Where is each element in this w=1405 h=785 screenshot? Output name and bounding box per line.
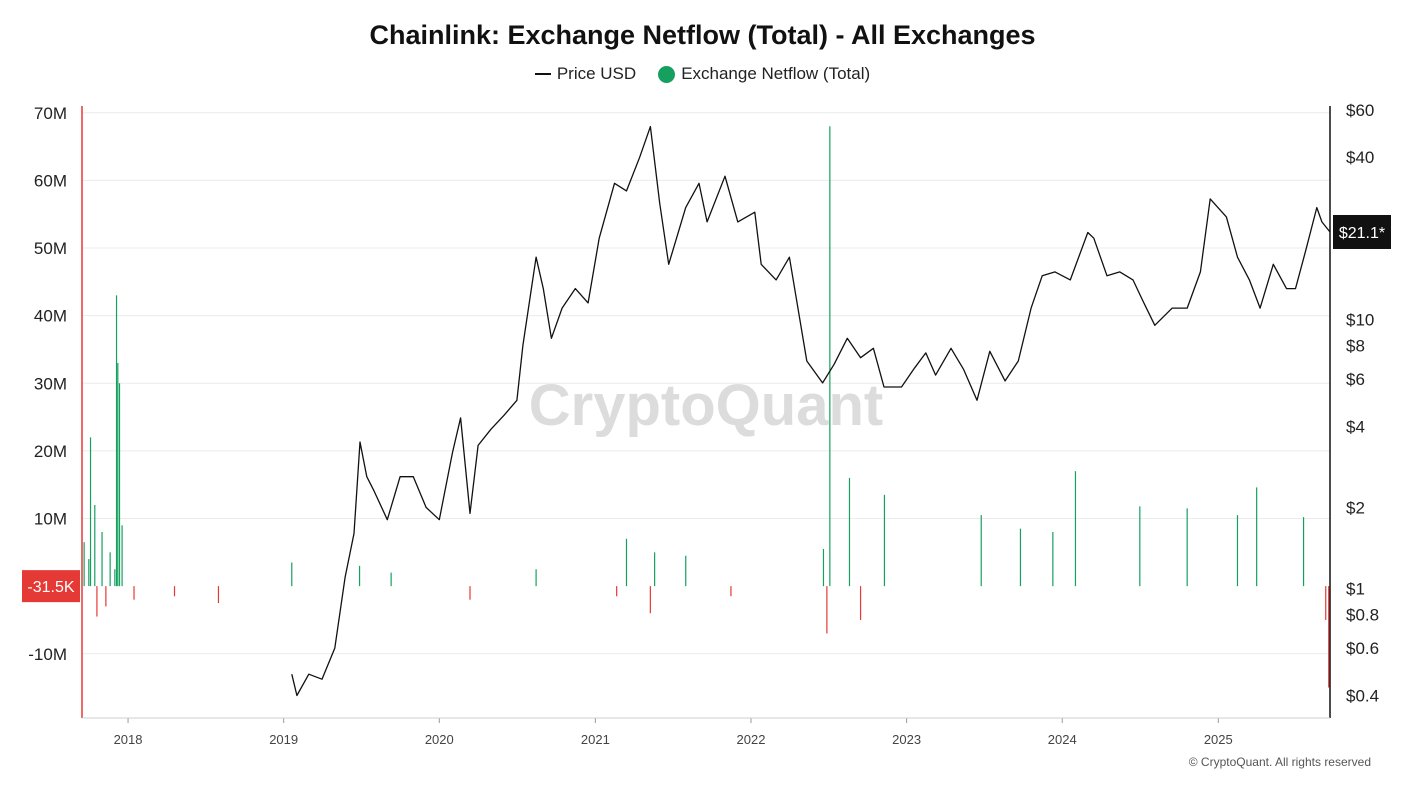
right-axis-tick: $1 [1346,579,1365,598]
x-axis-tick: 2024 [1048,732,1077,747]
copyright-notice: © CryptoQuant. All rights reserved [1188,755,1371,769]
right-axis-tick: $6 [1346,370,1365,389]
x-axis-tick: 2018 [114,732,143,747]
left-axis-tick: -10M [28,645,67,664]
right-axis-tick: $0.6 [1346,639,1379,658]
right-axis-tick: $2 [1346,498,1365,517]
right-axis-tick: $60 [1346,101,1374,120]
right-axis-tick: $0.4 [1346,687,1379,706]
right-axis-tick: $10 [1346,310,1374,329]
netflow-dot-swatch [658,65,676,83]
x-axis-tick: 2022 [737,732,766,747]
x-axis-tick: 2021 [581,732,610,747]
price-line [291,125,1331,697]
right-axis-tick: $0.8 [1346,605,1379,624]
left-axis-tick: 70M [34,104,67,123]
watermark: CryptoQuant [529,373,883,438]
x-axis-tick: 2020 [425,732,454,747]
left-axis-tick: 20M [34,442,67,461]
legend-item-netflow[interactable]: Exchange Netflow (Total) [658,64,870,84]
x-axis-tick: 2025 [1204,732,1233,747]
current-netflow-badge [22,570,80,603]
price-line-swatch [534,73,551,75]
x-axis-tick: 2019 [269,732,298,747]
current-price-label: $21.1* [1339,225,1385,242]
chart-legend: Price USD Exchange Netflow (Total) [0,64,1405,84]
right-axis-tick: $8 [1346,336,1365,355]
legend-label-netflow: Exchange Netflow (Total) [681,64,871,83]
legend-item-price[interactable]: Price USD [534,64,637,84]
legend-label-price: Price USD [556,64,637,83]
current-netflow-label: -31.5K [27,579,74,596]
left-axis-tick: 50M [34,239,67,258]
left-axis-tick: 30M [34,374,67,393]
x-axis-tick: 2023 [892,732,921,747]
left-axis-tick: 10M [34,510,67,529]
current-price-badge [1333,214,1391,249]
right-axis-tick: $40 [1346,148,1374,167]
left-axis-tick: 40M [34,307,67,326]
left-axis-tick: 60M [34,171,67,190]
right-axis-tick: $4 [1346,417,1365,436]
chart-title: Chainlink: Exchange Netflow (Total) - Al… [369,20,1036,50]
